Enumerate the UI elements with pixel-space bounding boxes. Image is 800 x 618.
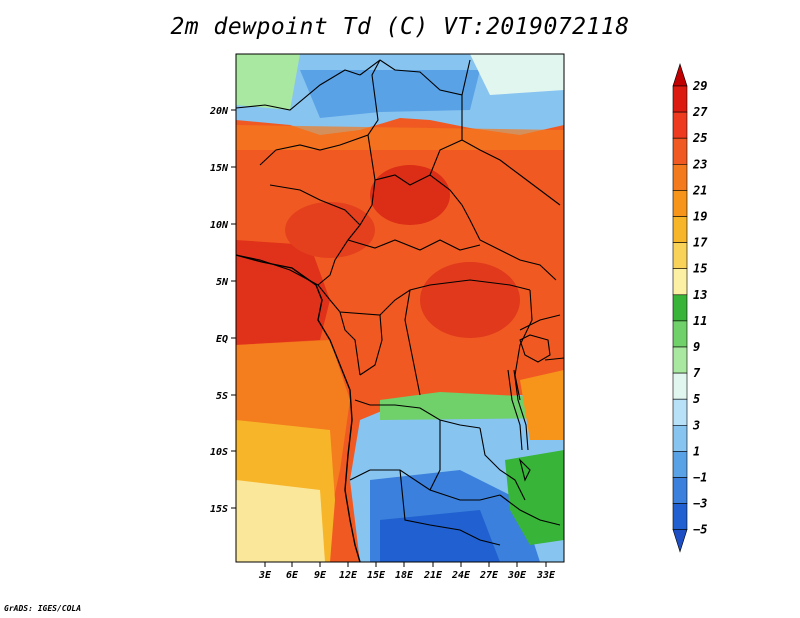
colorbar-swatch — [672, 320, 688, 348]
colorbar-swatch — [672, 294, 688, 322]
colorbar-bottom-arrow — [672, 529, 688, 553]
lon-label: 18E — [395, 570, 414, 581]
colorbar-label: 9 — [693, 340, 700, 354]
colorbar-swatch — [672, 85, 688, 113]
lon-label: 3E — [258, 570, 272, 581]
colorbar-label: 13 — [693, 288, 707, 302]
colorbar-label: 7 — [693, 366, 701, 380]
colorbar-label: 11 — [693, 314, 707, 328]
colorbar-swatch — [672, 346, 688, 374]
colorbar-swatch — [672, 424, 688, 452]
map-title: 2m dewpoint Td (C) VT:2019072118 — [170, 14, 630, 40]
colorbar-swatch — [672, 111, 688, 139]
colorbar-swatch — [672, 242, 688, 270]
colorbar-swatch — [672, 372, 688, 400]
colorbar-label: 19 — [693, 210, 707, 224]
colorbar-swatch — [672, 451, 688, 478]
lat-label: EQ — [216, 334, 228, 345]
colorbar-swatch — [672, 164, 688, 191]
map-frame — [235, 53, 565, 563]
lon-label: 12E — [339, 570, 358, 581]
colorbar-label: 5 — [693, 392, 700, 406]
colorbar-label: −5 — [693, 523, 707, 537]
lon-label: 30E — [507, 570, 527, 581]
lat-label: 15N — [210, 163, 229, 174]
colorbar: 29 27 25 23 21 19 17 15 13 11 9 7 5 3 1 −1 −3 −5 — [672, 63, 708, 553]
lakes — [507, 334, 551, 482]
colorbar-label: −3 — [693, 497, 707, 511]
colorbar-swatch — [672, 398, 688, 426]
colorbar-label: 25 — [692, 131, 707, 145]
colorbar-swatch — [672, 190, 688, 217]
colorbar-label: 27 — [692, 105, 708, 119]
west-coastline — [236, 254, 361, 562]
colorbar-label: 29 — [692, 79, 707, 93]
dewpoint-field — [236, 54, 564, 562]
colorbar-label: 17 — [693, 236, 708, 250]
lat-label: 10S — [210, 447, 228, 458]
lon-label: 21E — [423, 570, 443, 581]
colorbar-label: 23 — [692, 157, 707, 171]
lat-label: 5N — [216, 277, 229, 288]
colorbar-label: 1 — [693, 444, 700, 458]
grads-credit: GrADS: IGES/COLA — [4, 604, 82, 613]
colorbar-swatch — [672, 268, 688, 296]
colorbar-swatch — [672, 137, 688, 165]
lat-label: 20N — [209, 106, 229, 117]
lon-label: 33E — [536, 570, 556, 581]
lon-label: 24E — [451, 570, 471, 581]
lat-label: 5S — [216, 391, 228, 402]
lon-label: 15E — [367, 570, 386, 581]
lon-label: 6E — [286, 570, 299, 581]
colorbar-swatch — [672, 477, 688, 504]
colorbar-top-arrow — [672, 63, 688, 87]
colorbar-label: 21 — [692, 183, 707, 197]
colorbar-label: 3 — [692, 418, 700, 432]
lon-label: 27E — [479, 570, 499, 581]
country-borders — [236, 59, 564, 546]
lon-label: 9E — [314, 570, 327, 581]
latitude-axis: 20N 15N 10N 5N EQ 5S 10S 15S — [209, 106, 236, 515]
longitude-axis: 3E 6E 9E 12E 15E 18E 21E 24E 27E 30E 33E — [258, 562, 556, 581]
colorbar-label: −1 — [693, 471, 707, 485]
colorbar-swatch — [672, 216, 688, 243]
colorbar-swatch — [672, 503, 688, 531]
lat-label: 15S — [210, 504, 228, 515]
colorbar-label: 15 — [693, 262, 707, 276]
lat-label: 10N — [210, 220, 229, 231]
